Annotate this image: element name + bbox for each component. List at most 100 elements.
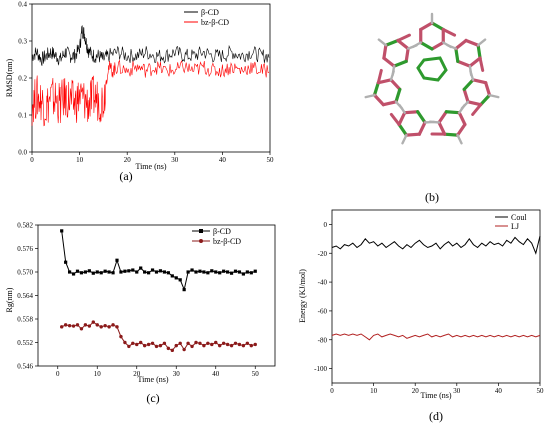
data-point-cd bbox=[154, 270, 159, 274]
bond bbox=[384, 38, 400, 47]
bond bbox=[437, 120, 447, 136]
data-point-cd bbox=[115, 258, 119, 262]
data-point-bz-cd bbox=[115, 325, 119, 329]
data-point-bz-cd bbox=[75, 323, 80, 327]
data-point-cd bbox=[222, 269, 226, 273]
series-line-bz-cd bbox=[31, 59, 270, 127]
y-tick-group: -100 -80 -60 -40 -20 0 bbox=[314, 221, 332, 373]
data-point-cd bbox=[158, 269, 163, 273]
bond bbox=[416, 110, 427, 125]
legend-label-coul: Coul bbox=[511, 213, 527, 222]
data-point-cd bbox=[190, 268, 194, 272]
data-point-cd bbox=[162, 270, 166, 274]
data-point-cd bbox=[64, 260, 68, 264]
bond bbox=[471, 103, 483, 116]
hydrogen-bond bbox=[488, 93, 500, 99]
data-point-cd bbox=[71, 272, 76, 276]
y-tick-label: -40 bbox=[318, 279, 328, 287]
data-point-cd bbox=[245, 270, 249, 274]
y-tick-label: 0.570 bbox=[17, 269, 33, 277]
data-point-cd bbox=[147, 271, 151, 275]
bond bbox=[443, 132, 460, 137]
legend-label-bz-beta-cd: bz-β-CD bbox=[201, 18, 229, 27]
bond bbox=[437, 110, 448, 125]
y-tick-label: 0.552 bbox=[17, 339, 33, 347]
x-tick-label: 0 bbox=[56, 370, 60, 378]
data-point-bz-cd bbox=[206, 341, 210, 345]
data-point-bz-cd bbox=[233, 341, 238, 345]
data-point-bz-cd bbox=[186, 341, 190, 345]
bond bbox=[462, 78, 475, 91]
data-point-bz-cd bbox=[166, 346, 171, 351]
data-point-bz-cd bbox=[202, 343, 206, 348]
data-point-cd bbox=[107, 270, 111, 274]
panel-caption: (c) bbox=[146, 391, 159, 405]
data-point-cd bbox=[75, 269, 80, 273]
data-point-bz-cd bbox=[103, 323, 107, 328]
hydrogen-bond bbox=[401, 133, 408, 145]
hydrogen-bond bbox=[476, 38, 487, 47]
data-point-cd bbox=[182, 288, 186, 292]
benzyl-ring bbox=[416, 56, 448, 82]
data-point-cd bbox=[170, 274, 174, 278]
y-tick-label: 0.1 bbox=[18, 112, 27, 120]
bond bbox=[397, 111, 407, 127]
x-tick-group: 0 10 20 30 40 50 bbox=[30, 152, 274, 164]
data-point-cd bbox=[87, 269, 91, 273]
bond bbox=[471, 78, 488, 85]
data-point-cd bbox=[226, 270, 230, 274]
data-point-bz-cd bbox=[95, 323, 99, 327]
data-point-cd bbox=[150, 268, 155, 272]
data-point-bz-cd bbox=[119, 334, 123, 339]
panel-c-rg-chart: 0 10 20 30 40 50 0.5460.5520.5580.5640.5700.5… bbox=[5, 222, 276, 405]
x-tick-group: 0 10 20 30 40 50 bbox=[330, 383, 544, 395]
legend-marker-circle bbox=[199, 239, 203, 243]
bond bbox=[456, 59, 472, 68]
data-point-bz-cd bbox=[158, 343, 163, 348]
x-axis-label: Time (ns) bbox=[137, 375, 168, 384]
series-line-cd bbox=[31, 25, 270, 66]
data-point-bz-cd bbox=[249, 343, 253, 348]
y-tick-label: 0 bbox=[324, 221, 328, 229]
series-group bbox=[31, 25, 270, 127]
cyclodextrin-structure-image bbox=[364, 12, 500, 145]
bond bbox=[392, 59, 408, 68]
bond bbox=[376, 78, 393, 85]
hydrogen-bond bbox=[446, 43, 458, 50]
data-point-cd bbox=[229, 271, 234, 275]
data-point-cd bbox=[186, 270, 190, 274]
data-point-cd bbox=[91, 271, 95, 275]
y-tick-label: 0.4 bbox=[18, 1, 27, 9]
x-tick-label: 30 bbox=[171, 156, 179, 164]
data-point-cd bbox=[166, 271, 170, 275]
data-point-cd bbox=[174, 276, 178, 280]
data-point-bz-cd bbox=[214, 340, 218, 345]
data-point-bz-cd bbox=[150, 341, 155, 345]
data-point-cd bbox=[79, 271, 84, 275]
legend-label-bz-beta-cd: bz-β-CD bbox=[213, 237, 241, 246]
hydrogen-bond bbox=[394, 100, 404, 110]
data-point-cd bbox=[237, 270, 242, 274]
data-point-bz-cd bbox=[210, 342, 214, 347]
data-point-bz-cd bbox=[142, 343, 147, 348]
hydrogen-bond bbox=[456, 133, 463, 145]
bond bbox=[479, 93, 492, 107]
bond bbox=[478, 56, 485, 72]
panel-caption: (a) bbox=[119, 169, 132, 183]
bond bbox=[430, 40, 445, 51]
y-tick-label: 0.576 bbox=[17, 245, 33, 253]
y-tick-label: 0.3 bbox=[18, 38, 27, 46]
data-point-bz-cd bbox=[79, 327, 84, 331]
y-axis-label: RMSD(nm) bbox=[5, 59, 14, 98]
panel-caption: (d) bbox=[429, 409, 443, 423]
series-line-coul bbox=[331, 235, 541, 255]
bond bbox=[396, 33, 411, 42]
data-point-cd bbox=[178, 278, 182, 282]
bond bbox=[455, 122, 467, 137]
x-tick-label: 40 bbox=[212, 370, 220, 378]
data-point-bz-cd bbox=[221, 341, 226, 345]
y-axis-label: Energy (KJ/mol) bbox=[298, 269, 307, 323]
data-point-cd bbox=[206, 271, 210, 275]
data-point-cd bbox=[198, 269, 202, 273]
